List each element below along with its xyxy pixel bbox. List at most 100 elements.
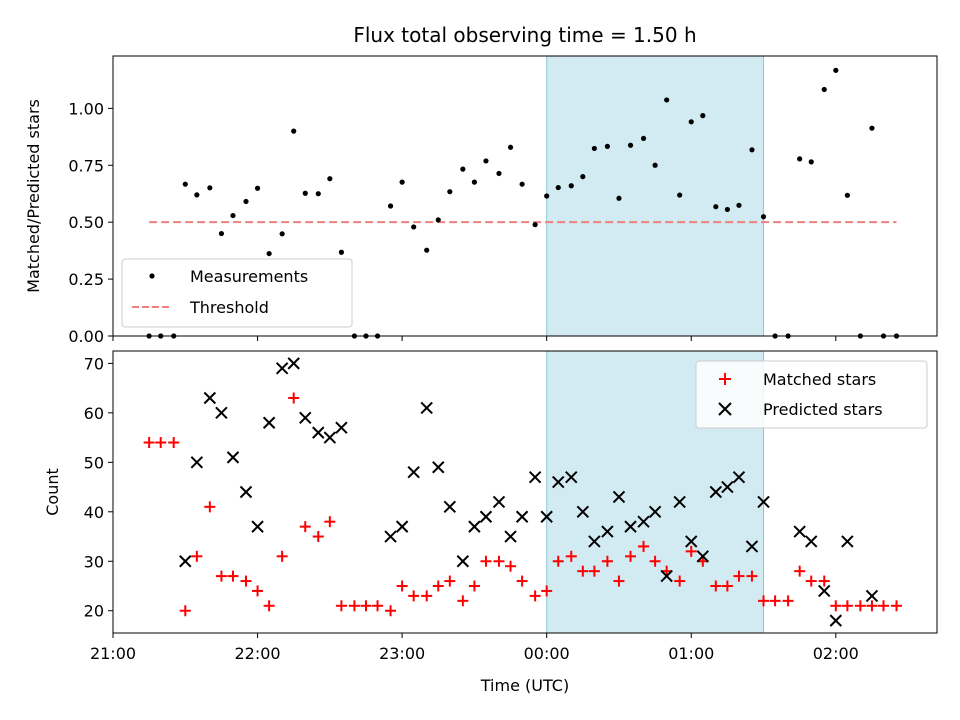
predicted-point <box>865 589 879 603</box>
measurement-point <box>460 166 466 172</box>
x-tick-label: 23:00 <box>379 644 425 663</box>
matched-point <box>805 575 817 587</box>
count-y-tick-label: 40 <box>84 503 104 522</box>
measurement-point <box>568 183 574 189</box>
matched-point <box>408 590 420 602</box>
matched-point <box>769 595 781 607</box>
predicted-point <box>732 470 746 484</box>
measurement-point <box>387 203 394 209</box>
predicted-point <box>239 485 253 499</box>
ratio-panel-frame <box>112 55 938 337</box>
predicted-point <box>443 500 457 514</box>
x-axis-label: Time (UTC) <box>480 676 569 695</box>
legend-measurements-marker <box>149 273 155 279</box>
predicted-point <box>275 362 289 375</box>
x-tick-label: 02:00 <box>813 644 859 663</box>
matched-point <box>457 595 469 607</box>
x-tick-label: 01:00 <box>668 644 714 663</box>
predicted-point <box>323 431 337 444</box>
measurement-point <box>519 181 525 187</box>
count-legend: Matched stars Predicted stars <box>695 360 928 429</box>
matched-point <box>674 575 686 587</box>
measurement-point <box>471 179 478 185</box>
predicted-point <box>757 495 770 509</box>
ratio-legend-box <box>121 258 353 328</box>
measurement-point <box>555 184 561 191</box>
matched-point <box>649 555 661 567</box>
matched-point <box>312 531 324 543</box>
matched-point <box>841 600 853 612</box>
predicted-point <box>479 510 493 523</box>
matched-point <box>588 565 600 577</box>
matched-point <box>516 575 528 587</box>
measurement-point <box>399 179 405 185</box>
figure-title: Flux total observing time = 1.50 h <box>353 23 696 47</box>
measurement-point <box>411 224 417 230</box>
matched-point <box>335 600 347 612</box>
predicted-point <box>612 490 626 504</box>
predicted-point <box>841 535 854 548</box>
matched-point <box>638 540 650 552</box>
observing-window-span <box>546 55 765 337</box>
matched-point <box>782 595 794 607</box>
x-tick-label: 22:00 <box>235 644 281 663</box>
predicted-point <box>492 495 506 509</box>
measurement-point <box>207 185 213 191</box>
measurement-point <box>616 195 622 201</box>
matched-point <box>348 600 360 612</box>
measurement-point <box>424 247 430 253</box>
matched-point <box>263 600 275 612</box>
measurement-point <box>218 230 225 237</box>
matched-point <box>541 585 553 597</box>
legend-predicted-marker <box>718 402 732 416</box>
measurement-point <box>664 97 670 103</box>
measurement-point <box>580 174 586 180</box>
measurement-point <box>254 185 261 191</box>
legend-predicted-label: Predicted stars <box>763 400 883 419</box>
measurement-point <box>844 192 850 198</box>
count-panel-frame <box>112 350 938 634</box>
predicted-point <box>528 470 542 484</box>
matched-point <box>288 392 300 404</box>
predicted-point <box>384 530 397 543</box>
measurement-point <box>182 181 188 187</box>
measurement-point <box>496 170 502 177</box>
matched-point <box>396 580 408 592</box>
predicted-point <box>226 451 240 464</box>
matched-point <box>227 570 239 582</box>
matched-point <box>866 600 878 612</box>
measurement-point <box>760 214 767 220</box>
matched-point <box>191 550 203 562</box>
matched-point <box>444 575 456 587</box>
predicted-point <box>190 456 204 469</box>
predicted-point <box>407 466 420 479</box>
matched-point <box>432 580 444 592</box>
measurement-point <box>507 144 514 150</box>
ratio-y-tick-label: 0.75 <box>68 156 104 175</box>
predicted-point <box>312 426 325 439</box>
matched-point <box>215 570 227 582</box>
predicted-point <box>601 525 614 538</box>
matched-point <box>505 560 517 572</box>
matched-point <box>878 600 890 612</box>
predicted-point <box>468 520 481 533</box>
matched-point <box>372 600 384 612</box>
measurement-point <box>700 113 706 119</box>
matched-point <box>721 580 733 592</box>
count-y-axis-label: Count <box>43 468 62 516</box>
measurement-point <box>532 222 538 228</box>
predicted-point <box>456 555 470 568</box>
predicted-point <box>179 555 192 568</box>
predicted-point <box>576 505 590 518</box>
legend-threshold-label: Threshold <box>189 298 269 317</box>
predicted-point <box>287 357 300 370</box>
measurement-point <box>291 128 297 134</box>
matched-point <box>601 555 613 567</box>
count-y-tick-label: 20 <box>84 602 104 621</box>
predicted-point <box>696 550 710 563</box>
matched-point <box>818 575 830 587</box>
measurement-point <box>327 176 333 182</box>
measurement-point <box>315 191 321 197</box>
count-panel: 20 30 40 50 60 70 21:00 22:00 23:00 00:00 01:00 02… <box>43 350 938 695</box>
